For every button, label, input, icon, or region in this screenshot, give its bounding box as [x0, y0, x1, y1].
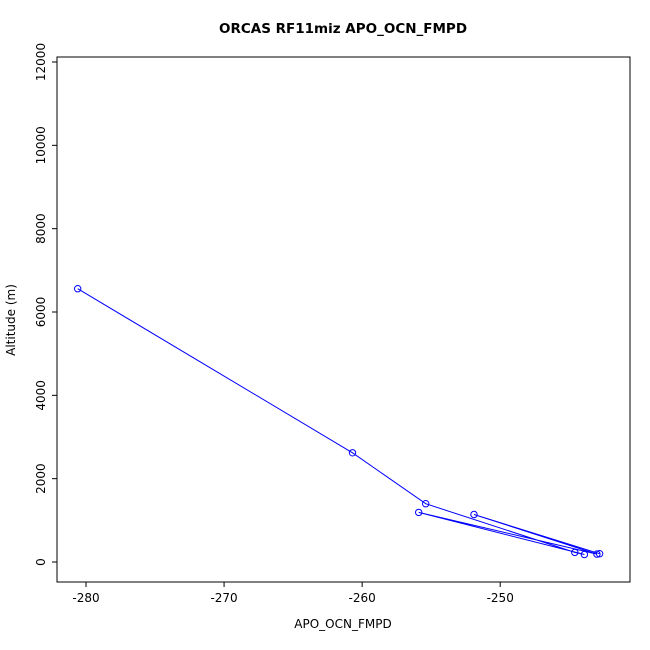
y-axis-label: Altitude (m) [4, 284, 18, 356]
data-point-marker [580, 550, 589, 559]
axes: -280 -270 -260 -250 0 2000 4000 6000 8000 10000 12… [34, 43, 631, 605]
y-tick-label: 8000 [34, 213, 48, 244]
y-tick-label: 0 [34, 558, 48, 566]
y-tick-label: 12000 [34, 43, 48, 81]
y-tick-label: 2000 [34, 463, 48, 494]
data-point-marker [593, 550, 601, 558]
x-tick-label: -280 [72, 591, 99, 605]
x-tick-label: -260 [349, 591, 376, 605]
x-tick-label: -250 [487, 591, 514, 605]
data-point-marker [74, 285, 82, 293]
y-tick-label: 4000 [34, 380, 48, 411]
y-tick-label: 10000 [34, 126, 48, 164]
x-tick-label: -270 [210, 591, 237, 605]
data-point-marker [470, 510, 478, 519]
chart-title: ORCAS RF11miz APO_OCN_FMPD [219, 21, 467, 37]
y-tick-label: 6000 [34, 297, 48, 328]
data-point-marker [595, 550, 604, 558]
flight-track-series [74, 285, 604, 559]
x-axis-label: APO_OCN_FMPD [294, 617, 391, 631]
data-point-marker [422, 500, 430, 508]
track-line [77, 288, 600, 555]
data-point-marker [415, 508, 423, 517]
data-point-marker [571, 548, 579, 557]
data-point-marker [348, 449, 357, 457]
